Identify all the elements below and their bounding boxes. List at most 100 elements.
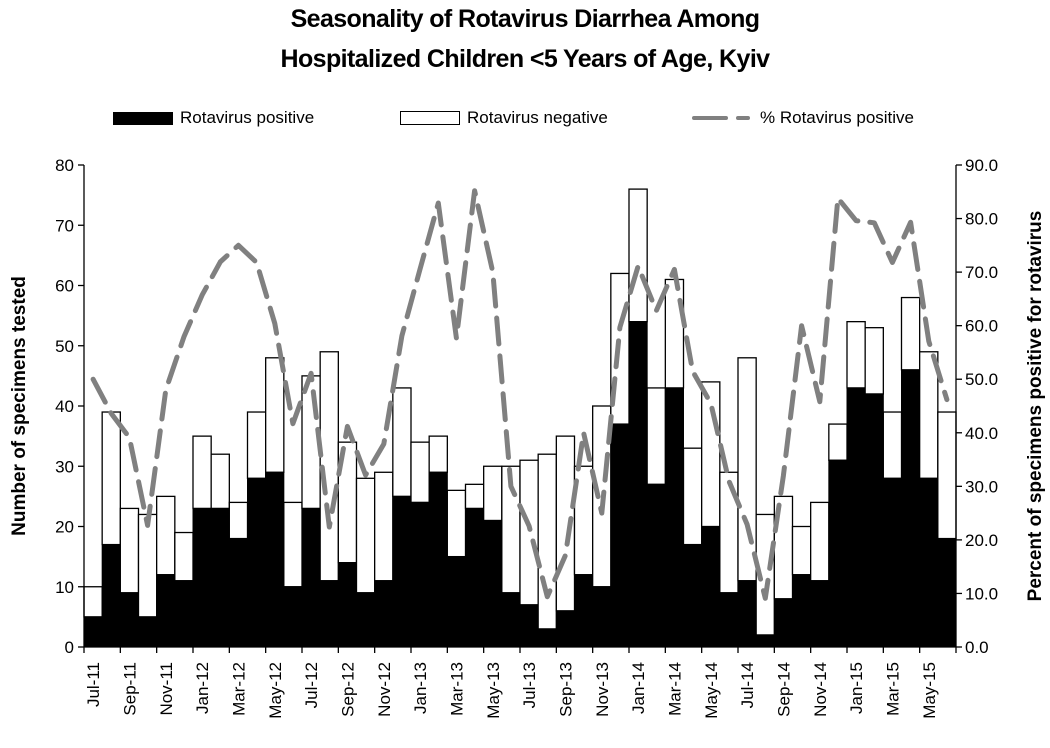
y2-tick-label: 80.0: [965, 210, 998, 229]
axes-group: 0 10 20 30 40 50 60 70 80 0.0 10.0 20.0 30.0 40.0 50.0…: [55, 156, 998, 719]
y-tick-label: 60: [55, 277, 74, 296]
bar-negative-Jul-11: [83, 586, 103, 618]
x-tick-label: May-15: [920, 662, 939, 719]
bar-positive-Jul-12: [301, 507, 321, 648]
legend-swatch-percent-line: [692, 116, 754, 120]
x-tick-label: Mar-15: [883, 662, 902, 716]
bar-negative-Mar-13: [446, 489, 467, 558]
bar-positive-Dec-12: [392, 495, 412, 648]
x-tick-label: Jul-11: [84, 662, 103, 707]
bar-positive-Sep-14: [773, 598, 793, 648]
bar-positive-Mar-12: [228, 538, 248, 648]
bar-positive-Jun-15: [937, 538, 957, 648]
y2-tick-label: 40.0: [965, 424, 998, 443]
y2-axis-title: Percent of specimens positive for rotavi…: [1025, 211, 1046, 602]
bar-positive-Jul-11: [83, 616, 103, 648]
bar-positive-Oct-14: [792, 574, 812, 648]
bar-positive-Dec-13: [610, 423, 630, 648]
bar-positive-May-15: [919, 477, 939, 648]
bar-positive-Feb-14: [646, 483, 666, 648]
bar-positive-Dec-14: [828, 459, 848, 648]
x-tick-label: Nov-14: [811, 662, 830, 717]
bar-negative-May-15: [919, 351, 939, 479]
bar-negative-Feb-13: [428, 435, 448, 473]
bar-negative-Apr-15: [900, 296, 921, 371]
bar-positive-Nov-13: [592, 586, 612, 648]
y2-tick-label: 50.0: [965, 370, 998, 389]
percent-positive-line: [90, 188, 950, 601]
bar-positive-Mar-14: [664, 387, 684, 648]
bar-positive-Oct-12: [356, 592, 376, 648]
y-tick-label: 50: [55, 337, 74, 356]
y2-tick-label: 90.0: [965, 156, 998, 175]
bar-positive-Jan-14: [628, 321, 648, 648]
bar-positive-Jun-12: [283, 586, 303, 648]
x-tick-label: Sep-12: [338, 662, 357, 717]
legend-swatch-positive: [113, 111, 173, 125]
bar-negative-Feb-14: [646, 387, 666, 485]
bar-positive-Aug-13: [537, 628, 557, 648]
bar-positive-May-14: [701, 526, 721, 648]
bar-negative-Jul-14: [737, 357, 757, 582]
legend-item-percent: % Rotavirus positive: [692, 106, 914, 130]
bar-positive-Feb-12: [210, 507, 230, 648]
x-tick-label: Jan-13: [411, 662, 430, 714]
legend-item-positive: Rotavirus positive: [113, 106, 314, 130]
legend-item-negative: Rotavirus negative: [400, 106, 608, 130]
x-tick-label: May-14: [702, 662, 721, 719]
bar-negative-May-13: [483, 465, 503, 522]
bar-negative-Oct-12: [355, 477, 376, 594]
y2-tick-label: 20.0: [965, 531, 998, 550]
bar-positive-Nov-14: [810, 580, 830, 648]
bar-positive-Apr-13: [465, 507, 485, 648]
bar-negative-Jan-13: [410, 441, 430, 504]
y-tick-label: 10: [55, 578, 74, 597]
bar-positive-Sep-13: [555, 610, 575, 648]
y2-tick-label: 30.0: [965, 477, 998, 496]
bar-positive-Feb-13: [428, 471, 448, 648]
bar-negative-Dec-14: [828, 423, 848, 461]
bar-negative-Mar-14: [664, 278, 685, 389]
y-tick-label: 80: [55, 156, 74, 175]
bar-positive-Aug-11: [101, 544, 121, 648]
x-tick-label: Sep-13: [556, 662, 575, 717]
bar-positive-Aug-14: [755, 634, 775, 648]
x-tick-label: Jan-14: [629, 662, 648, 714]
y2-tick-label: 0.0: [965, 638, 989, 657]
bar-negative-Feb-15: [864, 327, 884, 395]
bar-negative-May-12: [265, 357, 285, 473]
bar-negative-Aug-13: [537, 453, 557, 630]
chart-title-line-1: Seasonality of Rotavirus Diarrhea Among: [290, 5, 760, 33]
x-tick-label: May-12: [266, 662, 285, 719]
bar-positive-Jan-12: [192, 507, 212, 648]
bar-negative-Apr-14: [682, 447, 703, 546]
bar-positive-Mar-15: [882, 477, 902, 648]
legend-label-negative: Rotavirus negative: [467, 108, 608, 127]
bar-positive-Jan-15: [846, 387, 866, 648]
bar-positive-Jan-13: [410, 501, 430, 648]
x-tick-label: Jan-15: [847, 662, 866, 714]
bar-negative-Oct-14: [791, 525, 812, 576]
x-tick-label: Jul-14: [738, 662, 757, 708]
y-tick-label: 30: [55, 457, 74, 476]
bar-negative-Nov-14: [810, 501, 830, 582]
legend-label-positive: Rotavirus positive: [180, 108, 315, 127]
x-tick-label: Nov-13: [593, 662, 612, 717]
bar-negative-Mar-15: [882, 411, 903, 479]
bar-positive-Apr-15: [901, 369, 921, 648]
bar-positive-May-12: [265, 471, 285, 648]
bar-positive-Nov-12: [374, 580, 394, 648]
bar-positive-Jul-13: [519, 604, 539, 648]
y-tick-label: 20: [55, 518, 74, 537]
bar-negative-Jul-13: [519, 459, 539, 606]
bar-positive-Apr-12: [247, 477, 267, 648]
bar-positive-Jun-14: [719, 592, 739, 648]
x-tick-label: May-13: [484, 662, 503, 719]
percent-line-group: [90, 188, 950, 601]
bars-group: [83, 188, 957, 648]
y-axis-title: Number of specimens tested: [9, 276, 30, 536]
y-tick-label: 0: [65, 638, 74, 657]
bar-negative-Oct-11: [137, 513, 158, 618]
x-tick-label: Nov-11: [157, 662, 176, 716]
